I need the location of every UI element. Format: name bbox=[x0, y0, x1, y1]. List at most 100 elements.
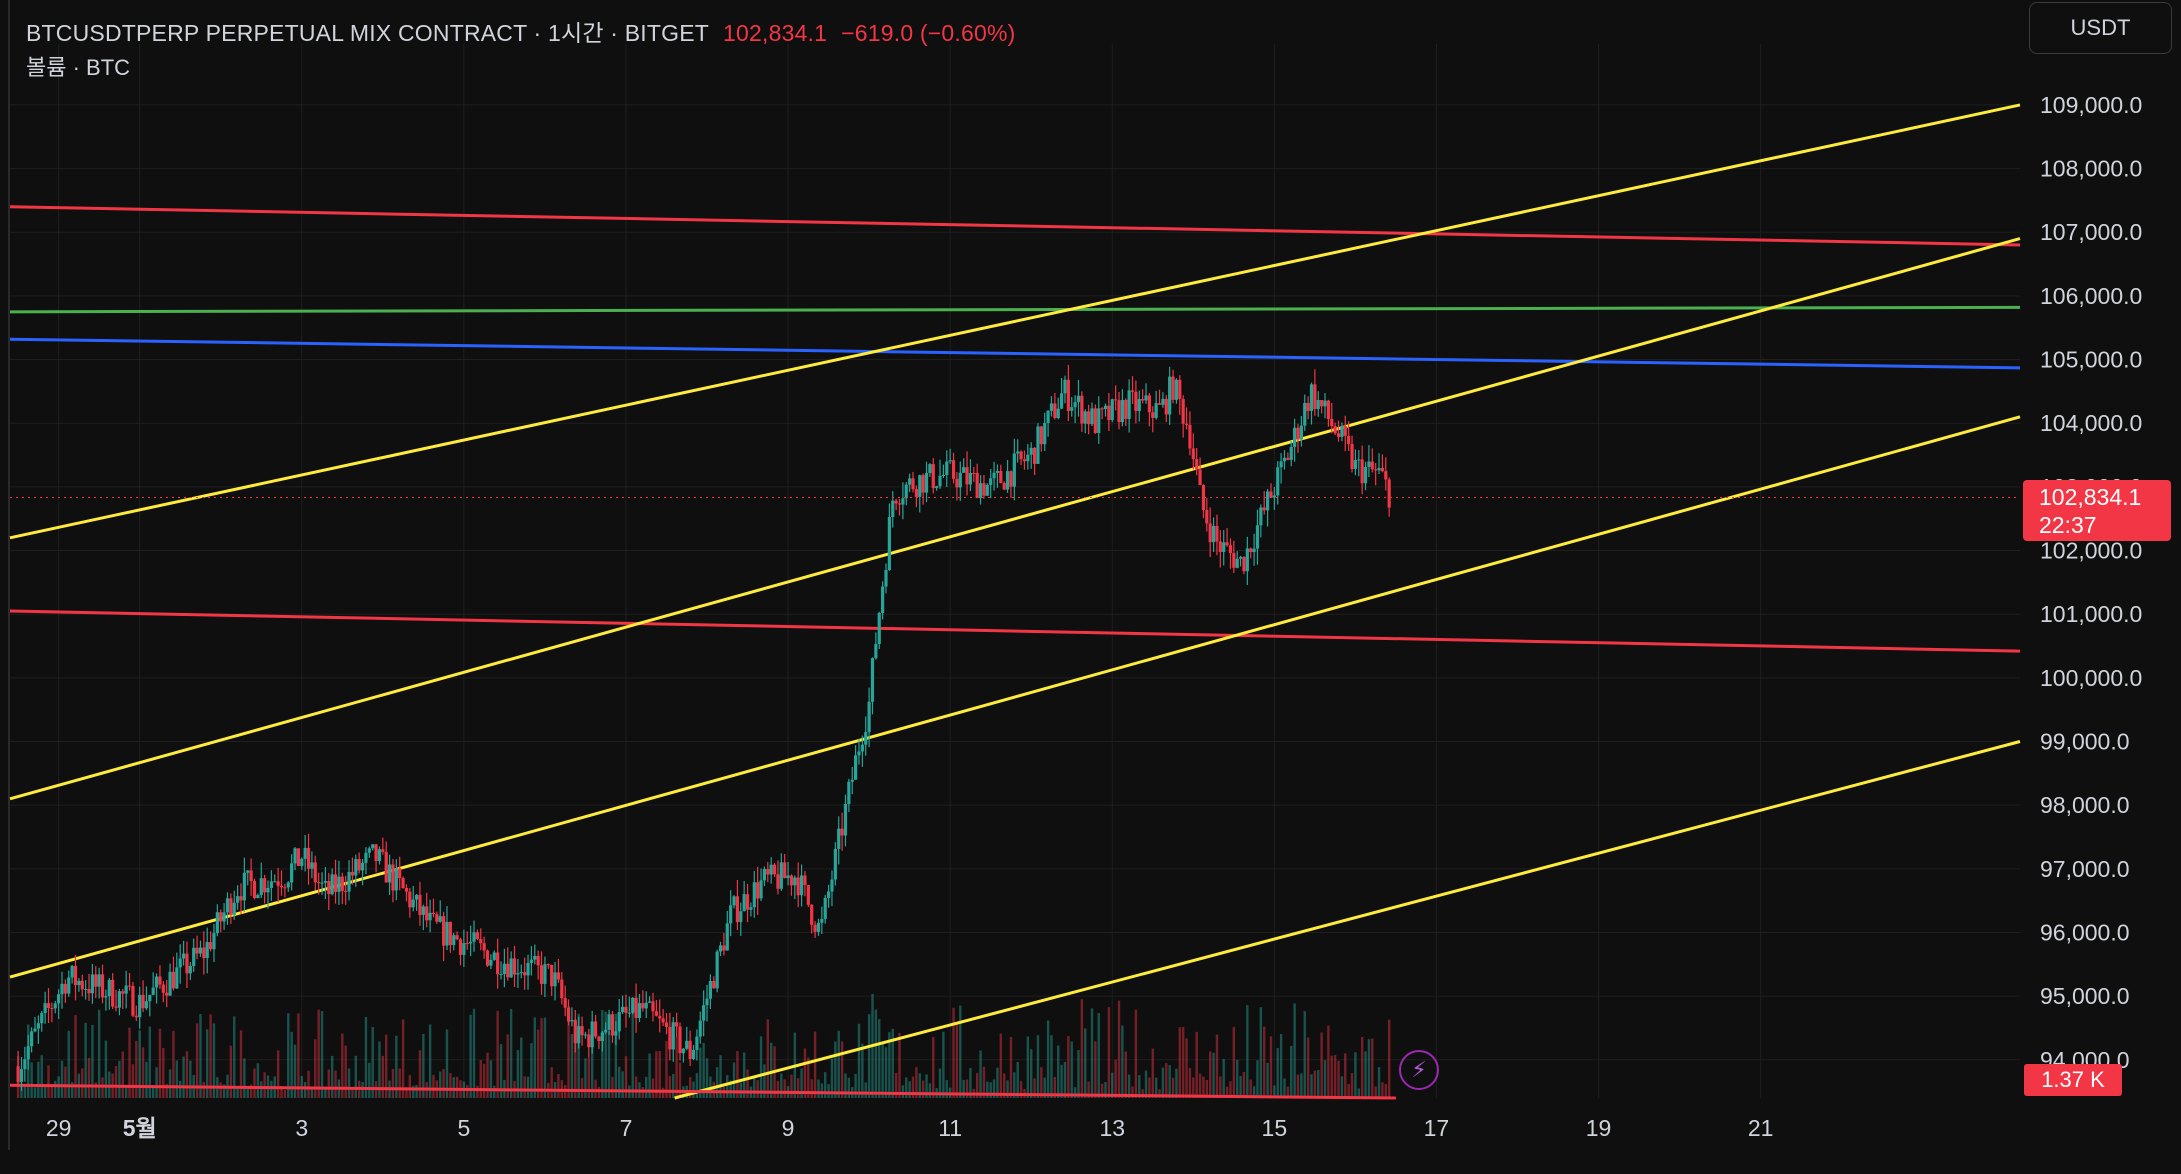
volume-bar bbox=[493, 1085, 496, 1098]
volume-bar bbox=[60, 1060, 64, 1098]
candle-body bbox=[1036, 426, 1040, 464]
candle-body bbox=[796, 877, 800, 896]
candle-body bbox=[1016, 451, 1020, 454]
volume-bar bbox=[1205, 1079, 1209, 1098]
candle-body bbox=[1120, 399, 1124, 423]
volume-bar bbox=[1357, 1088, 1360, 1098]
volume-bar bbox=[276, 1050, 280, 1098]
candle-body bbox=[1309, 384, 1314, 411]
candle-body bbox=[837, 828, 841, 849]
volume-bar bbox=[101, 1077, 104, 1098]
volume-bar bbox=[827, 1084, 830, 1098]
candle-body bbox=[1012, 453, 1016, 487]
candle-body bbox=[286, 882, 290, 888]
candle-body bbox=[577, 1026, 581, 1044]
volume-bar bbox=[908, 1081, 911, 1098]
volume-legend[interactable]: 볼륨 · BTC bbox=[26, 55, 131, 80]
volume-bar bbox=[1219, 1076, 1222, 1098]
volume-bar bbox=[746, 1069, 749, 1098]
candle-body bbox=[1117, 400, 1121, 423]
volume-bar bbox=[1364, 1051, 1367, 1098]
volume-bar bbox=[945, 1080, 948, 1098]
candle-body bbox=[384, 851, 388, 883]
volume-bar bbox=[64, 1066, 67, 1098]
volume-bar bbox=[1050, 1035, 1053, 1098]
candle-body bbox=[1320, 400, 1324, 407]
volume-bar bbox=[1215, 1034, 1219, 1098]
candle-body bbox=[452, 935, 456, 946]
candle-body bbox=[212, 933, 216, 950]
y-tick-label: 98,000.0 bbox=[2040, 792, 2130, 818]
candle-body bbox=[1316, 400, 1320, 410]
volume-bar bbox=[813, 1031, 817, 1098]
y-tick-label: 109,000.0 bbox=[2040, 92, 2142, 118]
candle-body bbox=[121, 991, 125, 994]
candle-body bbox=[111, 979, 115, 1007]
candle-body bbox=[1340, 425, 1344, 437]
volume-bar bbox=[1344, 1053, 1347, 1098]
candle-body bbox=[712, 981, 716, 989]
candle-body bbox=[793, 877, 797, 886]
volume-bar bbox=[303, 1081, 307, 1098]
volume-bar bbox=[1381, 1082, 1384, 1098]
candle-body bbox=[1137, 399, 1141, 411]
candle-body bbox=[543, 964, 547, 984]
symbol-title[interactable]: BTCUSDTPERP PERPETUAL MIX CONTRACT · 1시간… bbox=[26, 20, 710, 46]
volume-bar bbox=[631, 1006, 634, 1098]
candle-body bbox=[479, 939, 483, 944]
volume-bar bbox=[597, 1086, 601, 1098]
candle-body bbox=[1181, 399, 1185, 424]
currency-unit-button[interactable]: USDT bbox=[2029, 2, 2172, 54]
candle-body bbox=[830, 879, 834, 892]
candle-body bbox=[840, 828, 844, 836]
volume-bar bbox=[928, 1083, 932, 1098]
candle-body bbox=[546, 964, 550, 966]
volume-bar bbox=[1168, 1065, 1171, 1098]
y-tick-label: 96,000.0 bbox=[2040, 919, 2130, 945]
candle-body bbox=[685, 1040, 689, 1049]
candle-body bbox=[347, 871, 351, 892]
volume-bar bbox=[1347, 1084, 1350, 1098]
candle-body bbox=[462, 943, 466, 955]
candle-body bbox=[935, 486, 939, 489]
volume-bar bbox=[584, 1058, 587, 1098]
candle-body bbox=[131, 985, 135, 1016]
candle-body bbox=[229, 898, 233, 915]
candle-body bbox=[259, 878, 263, 895]
candle-body bbox=[1188, 425, 1192, 449]
candle-body bbox=[799, 875, 804, 896]
volume-bar bbox=[540, 1018, 543, 1098]
candle-body bbox=[57, 994, 61, 1004]
volume-bar bbox=[124, 1085, 128, 1098]
volume-bar bbox=[135, 1040, 138, 1098]
volume-bar bbox=[428, 1024, 432, 1098]
candle-body bbox=[884, 570, 888, 587]
volume-bar bbox=[550, 1067, 553, 1098]
volume-bar bbox=[506, 1034, 509, 1098]
volume-bar bbox=[418, 1050, 422, 1098]
candle-body bbox=[1330, 419, 1334, 427]
candle-body bbox=[252, 880, 257, 899]
candle-body bbox=[1144, 395, 1148, 401]
volume-bar bbox=[526, 1076, 530, 1098]
candle-body bbox=[563, 998, 567, 1008]
volume-bar bbox=[837, 1030, 840, 1098]
volume-bar bbox=[415, 1085, 418, 1098]
volume-bar bbox=[67, 1030, 70, 1098]
candle-body bbox=[1124, 399, 1128, 419]
volume-bar bbox=[87, 1057, 91, 1098]
candle-body bbox=[854, 755, 858, 780]
lightning-icon[interactable]: ⚡ bbox=[1399, 1050, 1439, 1090]
candle-body bbox=[465, 943, 469, 945]
candle-body bbox=[945, 461, 949, 475]
candle-body bbox=[489, 959, 493, 966]
volume-bar bbox=[384, 1034, 388, 1098]
candle-body bbox=[394, 868, 398, 891]
volume-bar bbox=[1317, 1070, 1320, 1098]
candle-body bbox=[901, 498, 905, 505]
volume-bar bbox=[1371, 1038, 1374, 1098]
volume-bar bbox=[1090, 1008, 1094, 1098]
candle-body bbox=[73, 965, 78, 986]
volume-bar bbox=[74, 1015, 77, 1098]
